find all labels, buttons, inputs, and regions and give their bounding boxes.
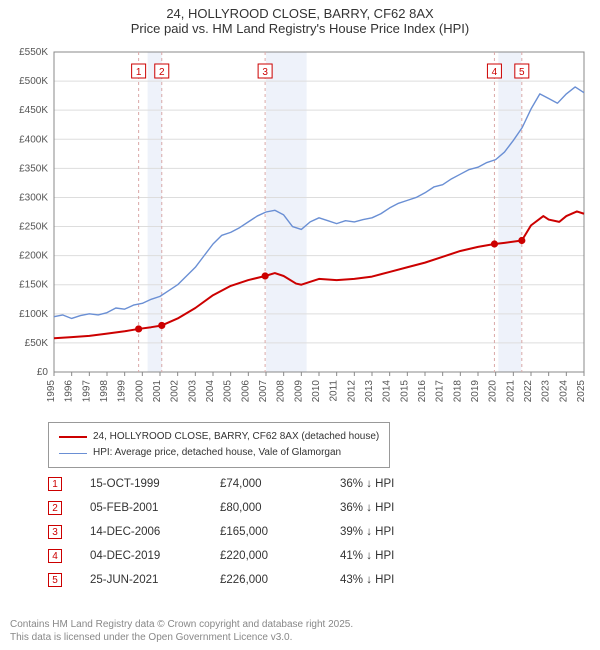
sale-marker-icon: 1 — [48, 477, 62, 491]
title-block: 24, HOLLYROOD CLOSE, BARRY, CF62 8AX Pri… — [0, 0, 600, 40]
svg-text:2009: 2009 — [293, 380, 304, 403]
svg-text:2025: 2025 — [576, 380, 587, 403]
sale-row: 5 25-JUN-2021£226,00043% ↓ HPI — [48, 568, 460, 592]
sale-price: £220,000 — [220, 550, 340, 562]
svg-text:2023: 2023 — [541, 380, 552, 403]
footer-line-2: This data is licensed under the Open Gov… — [10, 631, 353, 644]
sale-date: 14-DEC-2006 — [90, 526, 220, 538]
svg-text:1996: 1996 — [64, 380, 75, 403]
svg-text:1998: 1998 — [99, 380, 110, 403]
sale-marker-icon: 5 — [48, 573, 62, 587]
svg-text:2019: 2019 — [470, 380, 481, 403]
svg-text:1: 1 — [136, 67, 142, 78]
svg-text:2: 2 — [159, 67, 165, 78]
svg-text:1999: 1999 — [117, 380, 128, 403]
svg-text:2010: 2010 — [311, 380, 322, 403]
svg-text:2017: 2017 — [435, 380, 446, 403]
svg-text:£100K: £100K — [19, 309, 48, 320]
legend-row: 24, HOLLYROOD CLOSE, BARRY, CF62 8AX (de… — [59, 429, 379, 445]
sale-marker-icon: 4 — [48, 549, 62, 563]
sale-price: £74,000 — [220, 478, 340, 490]
svg-text:£0: £0 — [37, 367, 49, 378]
svg-text:5: 5 — [519, 67, 525, 78]
svg-text:3: 3 — [262, 67, 268, 78]
svg-text:£550K: £550K — [19, 47, 48, 58]
svg-text:2020: 2020 — [488, 380, 499, 403]
svg-text:2014: 2014 — [382, 380, 393, 403]
svg-text:£150K: £150K — [19, 280, 48, 291]
svg-text:2002: 2002 — [170, 380, 181, 403]
chart-title: 24, HOLLYROOD CLOSE, BARRY, CF62 8AX — [0, 6, 600, 21]
legend-swatch — [59, 453, 87, 454]
chart-svg: £0 £50K £100K £150K £200K £250K £300K £350K £400… — [10, 46, 590, 410]
svg-text:2015: 2015 — [399, 380, 410, 403]
sale-pct: 43% ↓ HPI — [340, 574, 460, 586]
sale-date: 25-JUN-2021 — [90, 574, 220, 586]
sales-table: 1 15-OCT-1999£74,00036% ↓ HPI 2 05-FEB-2001… — [48, 472, 460, 592]
svg-text:2007: 2007 — [258, 380, 269, 403]
svg-text:2024: 2024 — [558, 380, 569, 403]
svg-text:£350K: £350K — [19, 163, 48, 174]
legend-row: HPI: Average price, detached house, Vale… — [59, 445, 379, 461]
footer-line-1: Contains HM Land Registry data © Crown c… — [10, 618, 353, 631]
sale-price: £80,000 — [220, 502, 340, 514]
legend-label: HPI: Average price, detached house, Vale… — [93, 445, 341, 461]
sale-row: 3 14-DEC-2006£165,00039% ↓ HPI — [48, 520, 460, 544]
svg-text:£200K: £200K — [19, 251, 48, 262]
svg-text:£50K: £50K — [25, 338, 49, 349]
sale-pct: 36% ↓ HPI — [340, 478, 460, 490]
svg-text:2021: 2021 — [505, 380, 516, 403]
sale-price: £165,000 — [220, 526, 340, 538]
svg-text:£500K: £500K — [19, 76, 48, 87]
footer-attribution: Contains HM Land Registry data © Crown c… — [10, 618, 353, 644]
sale-date: 15-OCT-1999 — [90, 478, 220, 490]
svg-text:2003: 2003 — [187, 380, 198, 403]
sale-pct: 41% ↓ HPI — [340, 550, 460, 562]
legend-label: 24, HOLLYROOD CLOSE, BARRY, CF62 8AX (de… — [93, 429, 379, 445]
svg-text:2016: 2016 — [417, 380, 428, 403]
svg-text:£250K: £250K — [19, 222, 48, 233]
svg-text:2005: 2005 — [223, 380, 234, 403]
sale-marker-icon: 3 — [48, 525, 62, 539]
svg-text:2000: 2000 — [134, 380, 145, 403]
sale-row: 1 15-OCT-1999£74,00036% ↓ HPI — [48, 472, 460, 496]
svg-text:1995: 1995 — [46, 380, 57, 403]
svg-text:2018: 2018 — [452, 380, 463, 403]
svg-text:2013: 2013 — [364, 380, 375, 403]
sale-pct: 36% ↓ HPI — [340, 502, 460, 514]
sale-date: 05-FEB-2001 — [90, 502, 220, 514]
svg-text:£300K: £300K — [19, 192, 48, 203]
chart-container: 24, HOLLYROOD CLOSE, BARRY, CF62 8AX Pri… — [0, 0, 600, 650]
sale-marker-icon: 2 — [48, 501, 62, 515]
sale-date: 04-DEC-2019 — [90, 550, 220, 562]
sale-row: 4 04-DEC-2019£220,00041% ↓ HPI — [48, 544, 460, 568]
svg-text:2001: 2001 — [152, 380, 163, 403]
sale-price: £226,000 — [220, 574, 340, 586]
legend: 24, HOLLYROOD CLOSE, BARRY, CF62 8AX (de… — [48, 422, 390, 468]
svg-text:2004: 2004 — [205, 380, 216, 403]
sale-row: 2 05-FEB-2001£80,00036% ↓ HPI — [48, 496, 460, 520]
chart-subtitle: Price paid vs. HM Land Registry's House … — [0, 21, 600, 36]
svg-text:4: 4 — [492, 67, 498, 78]
svg-text:2006: 2006 — [240, 380, 251, 403]
svg-text:£450K: £450K — [19, 105, 48, 116]
chart-area: £0 £50K £100K £150K £200K £250K £300K £350K £400… — [10, 46, 590, 410]
sale-pct: 39% ↓ HPI — [340, 526, 460, 538]
svg-text:1997: 1997 — [81, 380, 92, 403]
svg-text:2022: 2022 — [523, 380, 534, 403]
svg-text:2012: 2012 — [346, 380, 357, 403]
svg-text:2011: 2011 — [329, 380, 340, 402]
svg-text:2008: 2008 — [276, 380, 287, 403]
svg-text:£400K: £400K — [19, 134, 48, 145]
legend-swatch — [59, 436, 87, 438]
